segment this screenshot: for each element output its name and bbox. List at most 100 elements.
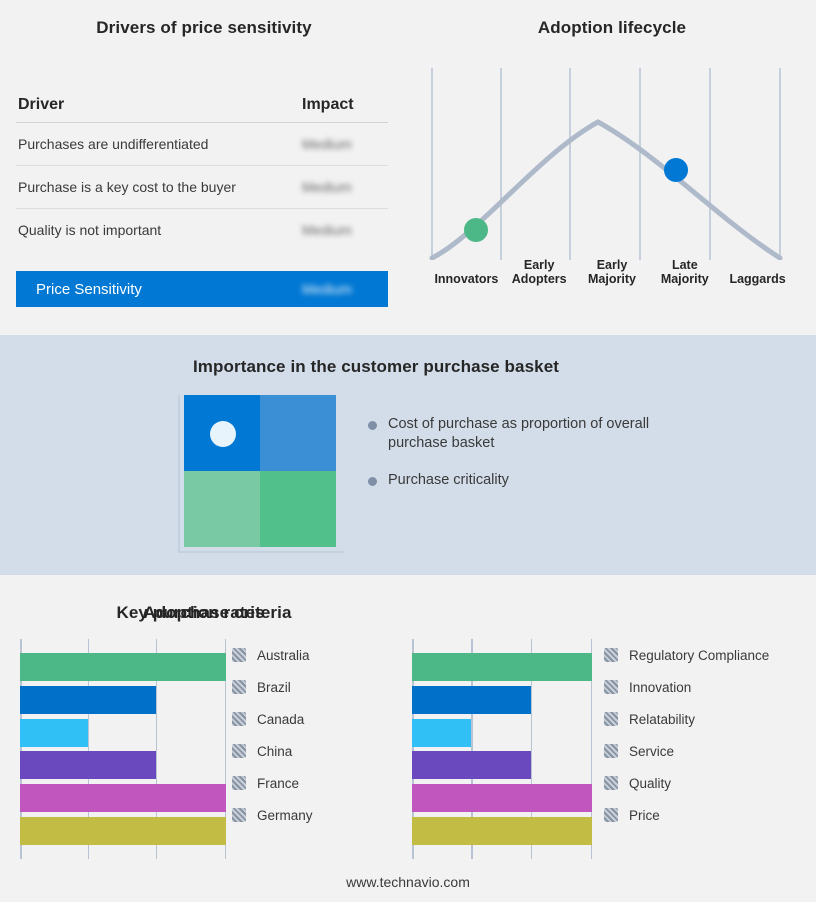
purchase-basket-matrix (176, 395, 344, 555)
legend-swatch-icon (232, 648, 246, 662)
bar-slot (412, 751, 592, 780)
matrix-quadrants (184, 395, 336, 547)
bar[interactable] (412, 784, 592, 813)
bar-slot (412, 718, 592, 747)
table-header-row: Driver Impact (16, 88, 388, 123)
legend-label: Quality (629, 775, 672, 791)
matrix-x-axis (178, 551, 344, 553)
adoption-lifecycle-panel: Adoption lifecycle Innovators Early Adop… (408, 0, 816, 335)
quadrant-top-right[interactable] (260, 395, 336, 471)
table-row[interactable]: Quality is not important Medium (16, 209, 388, 251)
lifecycle-stage-labels: Innovators Early Adopters Early Majority… (430, 258, 794, 286)
stage-label-laggards: Laggards (729, 272, 786, 286)
matrix-position-marker-icon (210, 421, 236, 447)
legend-swatch-icon (604, 712, 618, 726)
bullet-text: Cost of purchase as proportion of overal… (388, 416, 650, 451)
legend-item[interactable]: Regulatory Compliance (604, 639, 769, 671)
legend-item[interactable]: Relatability (604, 703, 769, 735)
legend-item[interactable]: China (232, 735, 313, 767)
bar-slot (20, 685, 226, 714)
price-sensitivity-summary-row[interactable]: Price Sensitivity Medium (16, 271, 388, 307)
legend-swatch-icon (604, 744, 618, 758)
criteria-plot (412, 639, 592, 859)
legend-item[interactable]: Price (604, 799, 769, 831)
table-row[interactable]: Purchase is a key cost to the buyer Medi… (16, 166, 388, 209)
purchase-basket-panel: Importance in the customer purchase bask… (0, 335, 816, 575)
column-header-impact: Impact (302, 96, 354, 113)
stage-label-late-majority: Late Majority (660, 258, 709, 286)
matrix-y-axis (178, 395, 180, 553)
bar[interactable] (20, 784, 226, 813)
bar[interactable] (412, 653, 592, 681)
bar[interactable] (20, 718, 88, 747)
legend-swatch-icon (232, 680, 246, 694)
list-item: Cost of purchase as proportion of overal… (368, 415, 668, 453)
legend-label: Canada (257, 711, 305, 727)
quadrant-top-left[interactable] (184, 395, 260, 471)
legend-swatch-icon (232, 808, 246, 822)
legend-label: Price (629, 807, 660, 823)
bar[interactable] (20, 816, 226, 845)
bar-slot (412, 685, 592, 714)
legend-label: Australia (257, 647, 310, 663)
lifecycle-title: Adoption lifecycle (537, 18, 687, 37)
lifecycle-bell-curve-chart (429, 68, 783, 260)
green-marker-icon[interactable] (464, 218, 488, 242)
legend-item[interactable]: Quality (604, 767, 769, 799)
bar[interactable] (412, 718, 472, 747)
stage-label-innovators: Innovators (434, 272, 499, 286)
bar-slot (20, 653, 226, 681)
blue-marker-icon[interactable] (664, 158, 688, 182)
legend-label: Relatability (629, 711, 696, 727)
adoption-gridlines (20, 639, 226, 859)
bar-slot (412, 816, 592, 845)
footer-watermark: www.technavio.com (346, 874, 470, 890)
column-header-driver: Driver (18, 96, 65, 113)
legend-label: Regulatory Compliance (629, 647, 770, 663)
legend-label: Brazil (257, 679, 291, 695)
legend-swatch-icon (232, 744, 246, 758)
bar[interactable] (412, 816, 592, 845)
legend-label: France (257, 775, 300, 791)
adoption-rates-plot (20, 639, 226, 859)
quadrant-bottom-left[interactable] (184, 471, 260, 547)
list-item: Purchase criticality (368, 471, 668, 490)
quadrant-bottom-right[interactable] (260, 471, 336, 547)
legend-swatch-icon (604, 808, 618, 822)
legend-label: Innovation (629, 679, 692, 695)
adoption-legend: Australia Brazil Canada China France Germany (232, 639, 313, 831)
legend-item[interactable]: Innovation (604, 671, 769, 703)
table-row[interactable]: Purchases are undifferentiated Medium (16, 123, 388, 166)
summary-label: Price Sensitivity (36, 280, 142, 298)
drivers-table: Driver Impact Purchases are undifferenti… (16, 88, 388, 251)
legend-item[interactable]: Germany (232, 799, 313, 831)
adoption-rates-title: Adoption rates (143, 603, 265, 622)
driver-label: Purchase is a key cost to the buyer (18, 179, 236, 195)
adoption-rates-panel: Adoption rates Australia Brazil Canada Chin… (0, 575, 408, 902)
legend-item[interactable]: Service (604, 735, 769, 767)
lifecycle-gridlines (431, 68, 781, 260)
bullet-text: Purchase criticality (388, 472, 509, 488)
legend-swatch-icon (232, 776, 246, 790)
impact-value: Medium (302, 136, 352, 152)
bar[interactable] (20, 685, 156, 714)
legend-item[interactable]: Brazil (232, 671, 313, 703)
bar[interactable] (20, 751, 156, 780)
bullet-dot-icon (368, 421, 377, 430)
legend-item[interactable]: France (232, 767, 313, 799)
legend-swatch-icon (604, 776, 618, 790)
stage-label-early-adopters: Early Adopters (511, 258, 567, 286)
criteria-title: Key purchase criteria (116, 603, 292, 622)
bar-slot (412, 784, 592, 813)
driver-label: Purchases are undifferentiated (18, 136, 209, 152)
legend-item[interactable]: Canada (232, 703, 313, 735)
bar-slot (20, 718, 226, 747)
key-purchase-criteria-panel: Key purchase criteria (116, 575, 816, 902)
legend-swatch-icon (604, 648, 618, 662)
legend-item[interactable]: Australia (232, 639, 313, 671)
bar-slot (20, 816, 226, 845)
bar[interactable] (412, 685, 531, 714)
bar[interactable] (412, 751, 531, 780)
summary-impact-value: Medium (302, 281, 352, 297)
bar[interactable] (20, 653, 226, 681)
